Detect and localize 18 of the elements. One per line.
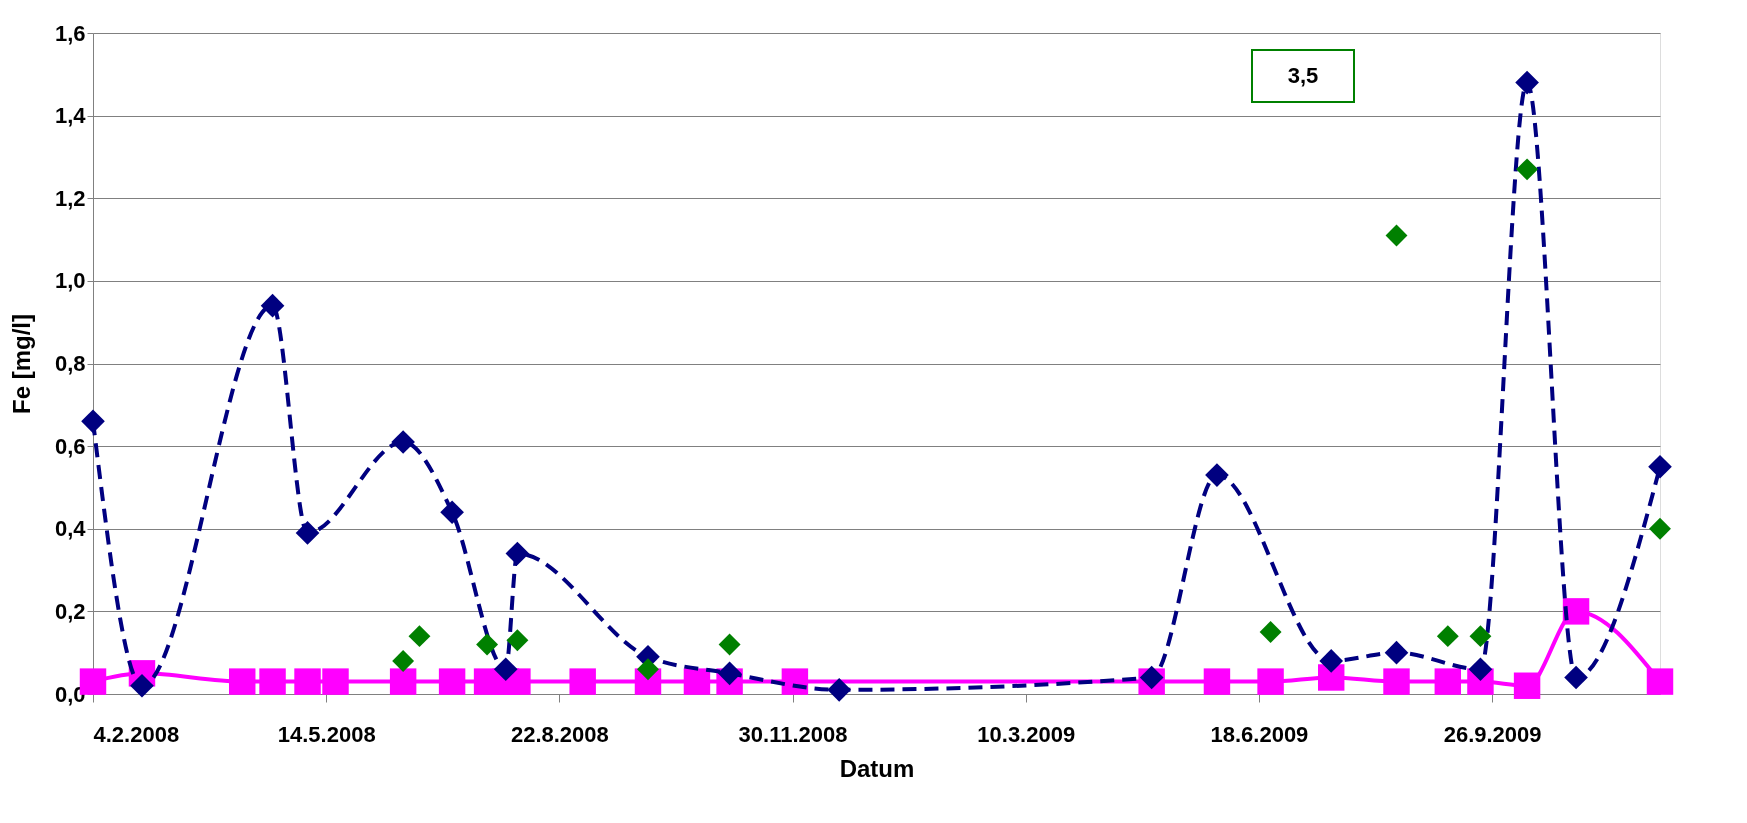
- y-tick-label: 0,8: [54, 351, 86, 376]
- x-axis-title: Datum: [839, 754, 915, 782]
- y-tick-label: 1,2: [54, 185, 86, 211]
- x-tick-label: 18.6.2009: [1210, 721, 1309, 747]
- y-axis-title: Fe [mg/l]: [7, 314, 35, 414]
- x-tick-label: 22.8.2008: [510, 721, 609, 747]
- y-tick-label: 1,4: [54, 103, 87, 129]
- x-tick-label: 26.9.2009: [1443, 721, 1542, 747]
- annotation: 3,5: [1287, 63, 1319, 88]
- y-tick-label: 0,6: [54, 433, 86, 459]
- y-tick-label: 1,0: [54, 268, 86, 294]
- x-tick-label: 14.5.2008: [277, 721, 376, 747]
- y-tick-label: 0,4: [54, 516, 87, 542]
- y-tick-label: 1,6: [54, 20, 86, 46]
- x-tick-label: 10.3.2009: [977, 721, 1076, 747]
- x-tick-label: 30.11.2008: [738, 721, 848, 747]
- y-tick-label: 0,2: [54, 598, 86, 624]
- x-tick-label: 4.2.2008: [93, 721, 180, 747]
